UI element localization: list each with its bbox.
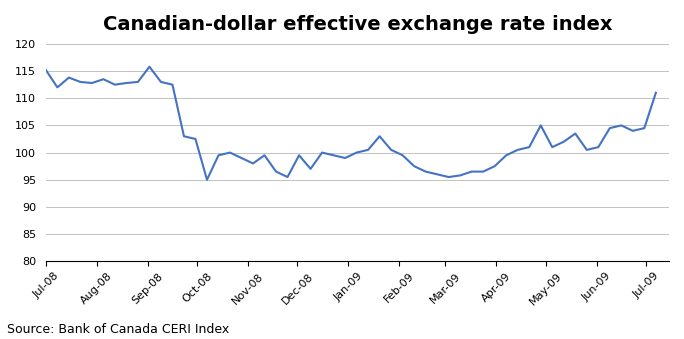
Text: Source: Bank of Canada CERI Index: Source: Bank of Canada CERI Index — [7, 323, 229, 336]
Title: Canadian-dollar effective exchange rate index: Canadian-dollar effective exchange rate … — [103, 15, 612, 34]
